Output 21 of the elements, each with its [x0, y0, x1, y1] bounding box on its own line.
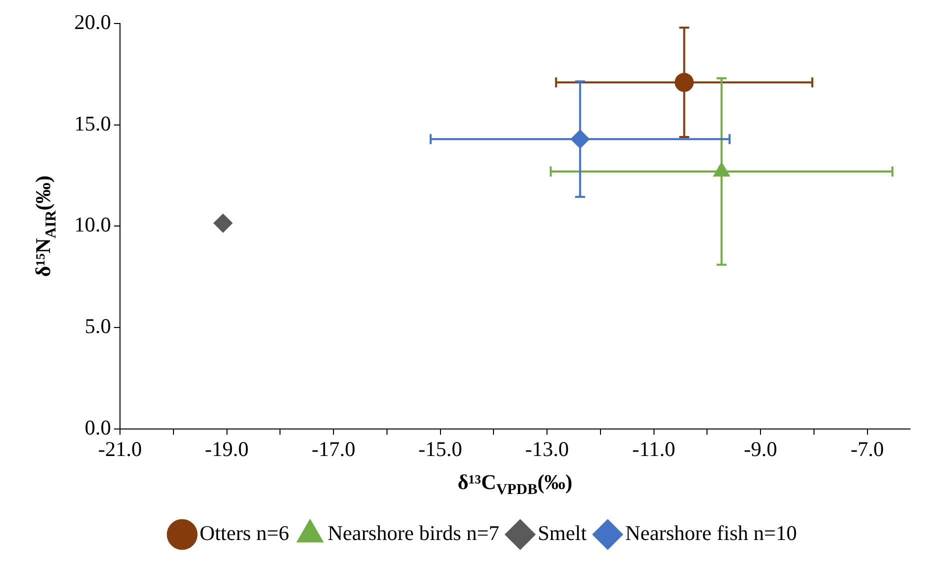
y-tick-label: 5.0: [84, 314, 111, 338]
point: [570, 130, 590, 149]
point: [674, 72, 694, 92]
x-tick-label: -17.0: [312, 436, 356, 461]
legend-label: Smelt: [538, 521, 587, 546]
x-tick-label: -15.0: [418, 436, 462, 461]
x-tick-label: -21.0: [98, 436, 142, 461]
y-tick-label: 10.0: [74, 212, 111, 237]
x-tick-label: -19.0: [204, 436, 249, 461]
y-tick-label: 20.0: [74, 10, 111, 34]
legend-label: Nearshore birds n=7: [328, 521, 500, 546]
x-tick-label: -11.0: [632, 436, 676, 461]
y-axis-title: δ¹⁵NAIR(‰): [31, 176, 60, 277]
x-tick-label: -7.0: [850, 436, 884, 461]
legend-label: Otters n=6: [200, 521, 290, 546]
point: [214, 214, 233, 233]
y-tick-label: 0.0: [84, 415, 111, 440]
y-tick-label: 15.0: [74, 111, 111, 136]
x-tick-label: -13.0: [525, 436, 569, 461]
x-tick-label: -9.0: [744, 436, 778, 461]
legend-label: Nearshore fish n=10: [625, 521, 797, 546]
